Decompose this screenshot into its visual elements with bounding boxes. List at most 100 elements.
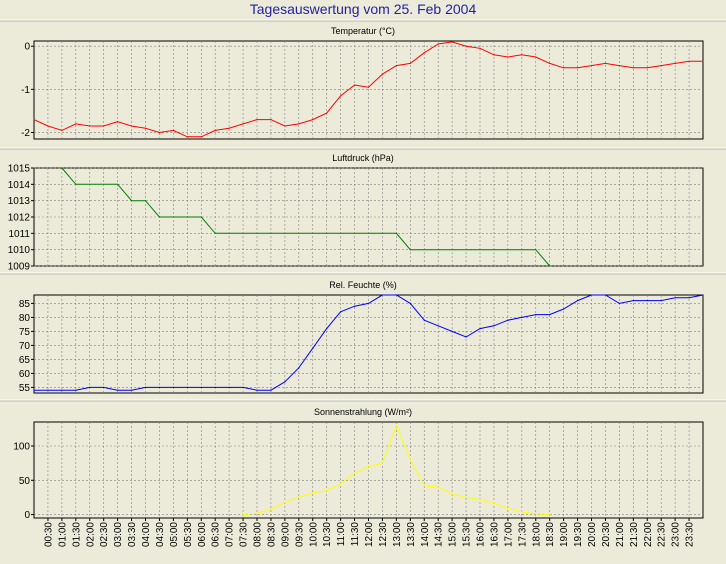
data-point (493, 325, 495, 327)
y-tick-label: 1015 (8, 164, 31, 175)
data-point (646, 300, 648, 302)
chart-title: Temperatur (°C) (331, 26, 395, 36)
x-tick-label: 06:00 (197, 522, 208, 547)
data-point (479, 47, 481, 49)
y-tick-label: 1011 (8, 229, 30, 240)
data-point (47, 389, 49, 391)
data-point (618, 65, 620, 67)
data-point (409, 459, 411, 461)
x-tick-label: 00:30 (43, 522, 54, 547)
data-point (228, 127, 230, 129)
x-axis-labels: 00:30 01:00 01:30 02:00 02:30 03:00 03:30 04:00… (43, 518, 696, 547)
x-tick-label: 15:00 (448, 522, 459, 547)
data-point (200, 386, 202, 388)
x-tick-label: 08:30 (266, 522, 277, 547)
data-point (270, 118, 272, 121)
data-point (479, 498, 481, 501)
x-tick-label: 09:30 (294, 522, 305, 547)
data-point (312, 492, 314, 494)
x-tick-label: 17:30 (517, 522, 528, 547)
data-point (61, 389, 63, 391)
y-tick-label: 55 (19, 383, 31, 394)
x-tick-label: 02:00 (85, 522, 96, 547)
data-point (451, 41, 453, 43)
x-tick-label: 10:00 (308, 522, 319, 547)
data-point (270, 508, 272, 510)
data-point (172, 129, 174, 131)
data-point (75, 123, 77, 125)
y-tick-label: 0 (24, 42, 30, 53)
data-point (75, 389, 77, 391)
data-point (604, 294, 607, 296)
x-tick-label: 17:00 (503, 522, 514, 547)
data-point (89, 125, 91, 127)
data-point (535, 56, 537, 58)
data-point (674, 297, 676, 299)
data-point (298, 367, 300, 369)
data-point (144, 386, 147, 388)
y-tick-label: 1014 (8, 180, 31, 191)
y-tick-label: 0 (24, 510, 30, 521)
data-point (214, 232, 216, 234)
data-point (158, 131, 161, 134)
chart-panel-3: Rel. Feuchte (%) 85 80 75 70 65 60 55 (0, 272, 726, 394)
data-point (381, 73, 384, 75)
data-point (479, 328, 481, 330)
data-point (409, 62, 411, 65)
page-title: Tagesauswertung vom 25. Feb 2004 (249, 1, 477, 17)
data-point (256, 512, 258, 514)
data-point (381, 294, 384, 296)
x-tick-label: 03:30 (127, 522, 138, 547)
data-point (340, 311, 342, 313)
x-tick-label: 09:00 (280, 522, 291, 547)
data-point (256, 389, 258, 391)
data-point (117, 389, 119, 391)
data-point (423, 319, 425, 321)
data-point (423, 485, 425, 487)
data-point (172, 386, 174, 388)
data-point (535, 249, 537, 251)
data-point (521, 54, 523, 56)
data-point (326, 112, 328, 114)
data-point (395, 232, 397, 234)
data-point (549, 62, 551, 65)
x-tick-label: 01:30 (71, 522, 82, 547)
x-tick-label: 20:30 (601, 522, 612, 547)
data-point (702, 294, 704, 296)
data-point (465, 336, 467, 338)
data-point (549, 513, 551, 516)
x-tick-label: 14:30 (434, 522, 445, 547)
x-tick-label: 22:30 (657, 522, 668, 547)
data-point (200, 136, 202, 138)
x-tick-label: 07:30 (239, 522, 250, 547)
data-point (632, 67, 634, 69)
data-point (702, 60, 704, 62)
data-point (130, 125, 133, 127)
data-point (465, 496, 467, 499)
y-tick-label: -1 (21, 85, 30, 96)
x-tick-label: 13:00 (392, 522, 403, 547)
data-point (507, 507, 509, 509)
x-tick-label: 18:30 (545, 522, 556, 547)
x-tick-label: 18:00 (531, 522, 542, 547)
data-point (618, 302, 620, 304)
x-tick-label: 13:30 (406, 522, 417, 547)
data-point (367, 465, 370, 468)
x-tick-label: 07:00 (225, 522, 236, 547)
x-tick-label: 19:00 (559, 522, 570, 547)
data-point (242, 123, 244, 125)
y-tick-label: 70 (19, 341, 31, 352)
data-point (284, 501, 286, 503)
y-tick-label: 80 (19, 313, 31, 324)
data-point (632, 300, 634, 302)
x-tick-label: 01:00 (57, 522, 68, 547)
chart-panel-4: Sonnenstrahlung (W/m²) 100 50 0 (0, 399, 726, 521)
data-point (242, 386, 244, 388)
x-tick-label: 10:30 (322, 522, 333, 547)
data-point (507, 56, 509, 58)
data-point (144, 200, 147, 202)
data-point (228, 386, 230, 388)
data-point (395, 294, 397, 296)
x-tick-label: 19:30 (573, 522, 584, 547)
data-point (200, 216, 202, 218)
